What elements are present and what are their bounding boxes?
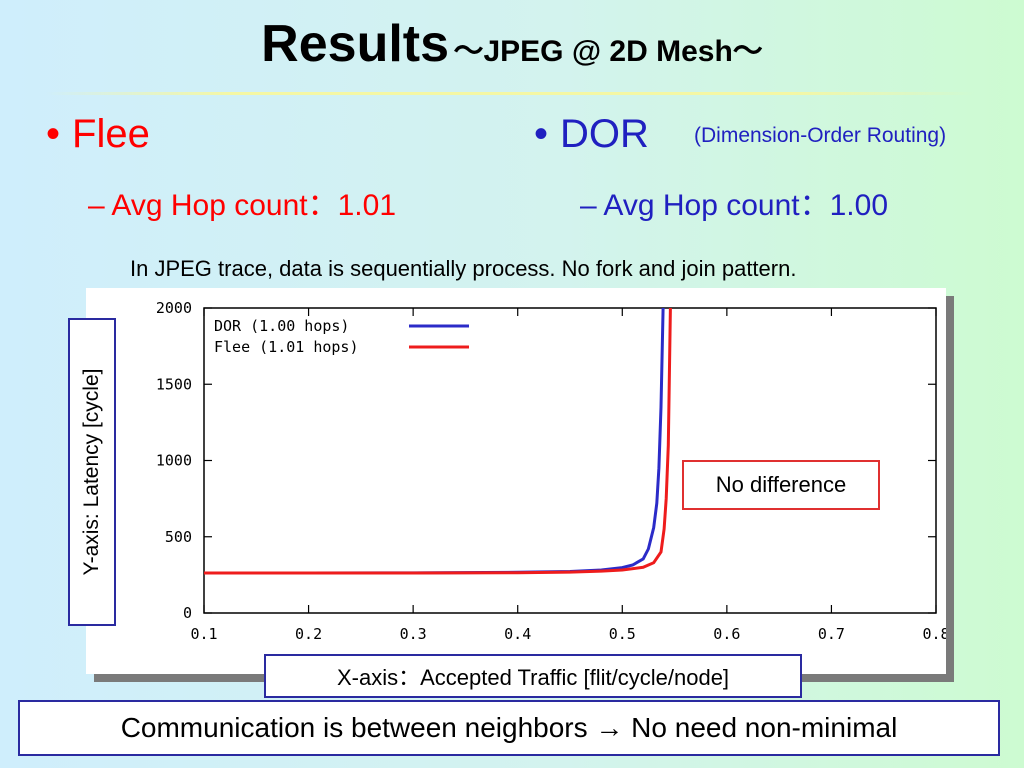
slide-title-sub: ～JPEG @ 2D Mesh～	[453, 35, 763, 68]
title-divider	[46, 92, 976, 95]
x-tick-label: 0.5	[609, 625, 636, 643]
y-tick-label: 0	[183, 604, 192, 622]
x-tick-label: 0.3	[400, 625, 427, 643]
latency-chart-svg: 0.1 0.2 0.3 0.4 0.5 0.6 0.7 0.8 0 500 1000 1500 2000…	[156, 299, 946, 643]
x-tick-label: 0.2	[295, 625, 322, 643]
legend-label: DOR (1.00 hops)	[214, 317, 349, 335]
no-difference-callout: No difference	[682, 460, 880, 510]
y-tick-label: 1500	[156, 375, 192, 393]
dor-hop-count: – Avg Hop count：1.00	[580, 189, 888, 222]
legend-label: Flee (1.01 hops)	[214, 338, 359, 356]
conclusion-text: Communication is between neighbors → No …	[120, 712, 898, 743]
flee-label: Flee	[72, 112, 150, 156]
trace-note: In JPEG trace, data is sequentially proc…	[130, 256, 797, 281]
y-axis-label-box: Y-axis: Latency [cycle]	[68, 318, 116, 626]
conclusion-box: Communication is between neighbors → No …	[18, 700, 1000, 756]
dor-bullet: • DOR	[534, 112, 649, 157]
y-tick-label: 1000	[156, 452, 192, 470]
dor-label: DOR	[560, 112, 649, 156]
y-tick-label: 500	[165, 528, 192, 546]
x-axis-label: X-axis：Accepted Traffic [flit/cycle/node…	[336, 665, 730, 690]
x-tick-label: 0.4	[504, 625, 531, 643]
y-tick-label: 2000	[156, 299, 192, 317]
x-axis-label-box: X-axis：Accepted Traffic [flit/cycle/node…	[264, 654, 802, 698]
no-difference-text: No difference	[715, 472, 847, 497]
bullet-dot-icon: •	[534, 112, 549, 156]
x-tick-label: 0.8	[922, 625, 946, 643]
x-tick-label: 0.1	[190, 625, 217, 643]
slide-title-main: Results	[261, 15, 450, 73]
flee-hop-count: – Avg Hop count：1.01	[88, 189, 396, 222]
series-line-flee	[204, 307, 672, 575]
y-axis-label: Y-axis: Latency [cycle]	[80, 368, 103, 576]
x-tick-label: 0.6	[713, 625, 740, 643]
x-tick-label: 0.7	[818, 625, 845, 643]
bullet-dot-icon: •	[46, 112, 61, 156]
slide-title: Results ～JPEG @ 2D Mesh～	[0, 14, 1024, 74]
dor-description: (Dimension-Order Routing)	[694, 124, 947, 147]
flee-bullet: • Flee	[46, 112, 150, 157]
